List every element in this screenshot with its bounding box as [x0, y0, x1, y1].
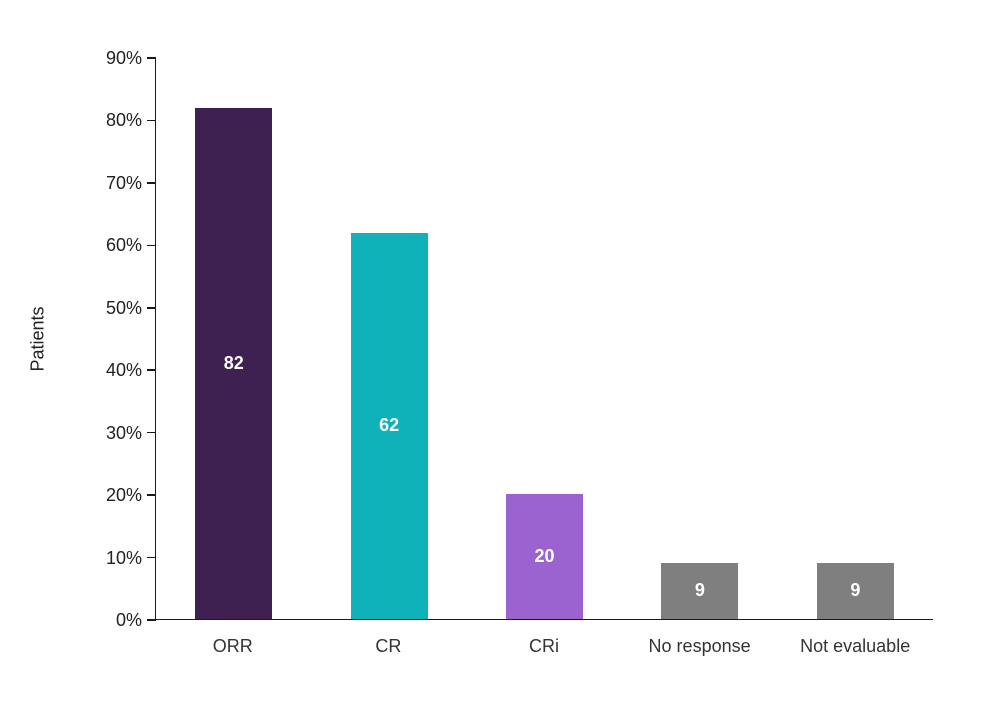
x-category-label: CRi — [528, 636, 559, 656]
x-axis-labels: ORR CR CRi No response Not evaluable — [155, 636, 933, 657]
y-tick-mark — [147, 182, 156, 184]
bar-value-label: 20 — [534, 546, 555, 567]
bar-cr: 62 — [350, 232, 428, 619]
bar-slot: 62 — [311, 58, 466, 619]
y-tick-mark — [147, 307, 156, 309]
bar-no-response: 9 — [661, 562, 739, 619]
y-tick-mark — [147, 431, 156, 434]
y-tick-label: 80% — [105, 110, 142, 131]
bar-cri: 20 — [506, 494, 584, 619]
y-tick-label: 30% — [105, 422, 142, 443]
y-tick-label: 10% — [105, 547, 142, 568]
x-category-label: CR — [375, 636, 402, 656]
bar-slot: 82 — [156, 58, 311, 619]
y-tick-mark — [147, 619, 156, 621]
x-category-label: Not evaluable — [800, 636, 911, 656]
y-tick-label: 90% — [105, 48, 142, 68]
plot-area: 0% 10% 20% 30% 40% 50% 60% 70% 80% 90% 82 62 20 9 9 — [106, 48, 933, 630]
bar-not-evaluable: 9 — [816, 562, 894, 619]
y-tick-label: 40% — [105, 360, 142, 381]
bar-value-label: 9 — [694, 580, 705, 601]
y-tick-label: 0% — [115, 610, 142, 630]
y-tick-mark — [147, 494, 156, 496]
bar-value-label: 62 — [379, 415, 400, 436]
y-tick-label: 20% — [105, 485, 142, 506]
bar-slot: 9 — [778, 58, 933, 619]
y-tick-label: 60% — [105, 235, 142, 256]
bar-slot: 20 — [467, 58, 622, 619]
y-tick-mark — [147, 244, 156, 247]
y-tick-mark — [147, 556, 156, 559]
y-tick-mark — [147, 57, 156, 59]
bar-slot: 9 — [622, 58, 777, 619]
x-category-label: No response — [648, 636, 751, 656]
x-category-label: ORR — [212, 636, 253, 656]
bar-value-label: 82 — [223, 352, 244, 373]
bar-orr: 82 — [195, 107, 273, 619]
y-tick-label: 50% — [105, 297, 142, 318]
y-tick-mark — [147, 369, 156, 371]
y-tick-label: 70% — [105, 172, 142, 193]
y-tick-mark — [147, 119, 156, 122]
bar-value-label: 9 — [850, 580, 861, 601]
y-axis-title: Patients — [27, 306, 48, 372]
